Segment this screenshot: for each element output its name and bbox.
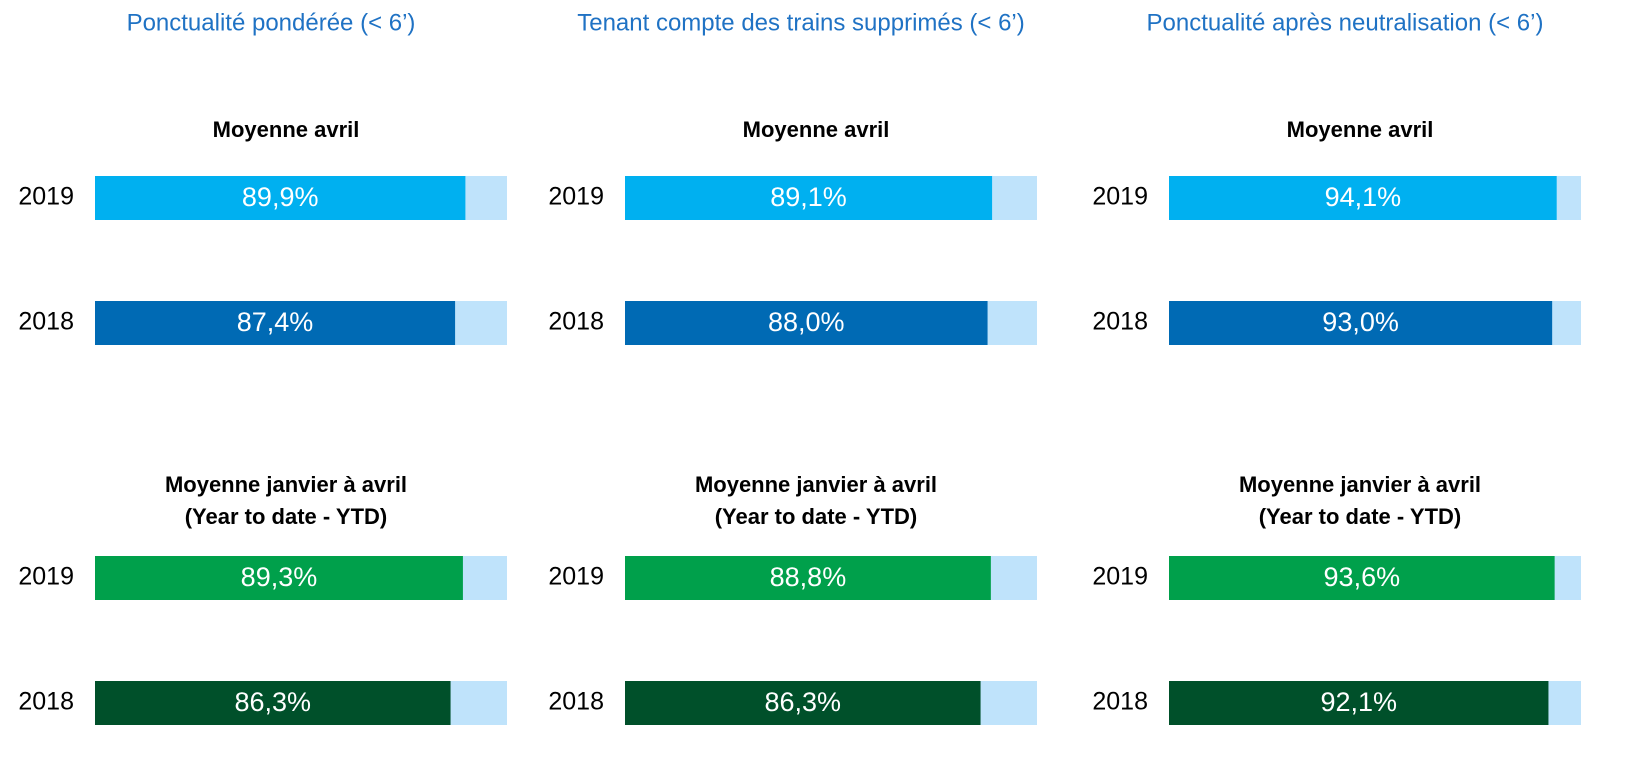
panel-title: Moyenne janvier à avril: [165, 472, 407, 497]
bar: [95, 176, 466, 220]
category-label: 2018: [18, 308, 74, 336]
bar: [625, 681, 981, 725]
value-label: 88,0%: [768, 307, 845, 337]
panel-title: Moyenne avril: [743, 117, 890, 142]
category-label: 2019: [18, 183, 74, 211]
category-label: 2019: [548, 563, 604, 591]
panel-title: Moyenne avril: [213, 117, 360, 142]
category-label: 2018: [548, 688, 604, 716]
bar: [1169, 681, 1549, 725]
category-label: 2019: [1092, 563, 1148, 591]
value-label: 93,6%: [1324, 562, 1401, 592]
panel-title: (Year to date - YTD): [185, 504, 388, 529]
value-label: 93,0%: [1322, 307, 1399, 337]
column-header: Tenant compte des trains supprimés (< 6’…: [577, 9, 1025, 36]
value-label: 87,4%: [237, 307, 314, 337]
category-label: 2018: [1092, 688, 1148, 716]
category-label: 2018: [1092, 308, 1148, 336]
value-label: 88,8%: [770, 562, 847, 592]
column-header: Ponctualité pondérée (< 6’): [127, 9, 416, 36]
panel-title: Moyenne avril: [1287, 117, 1434, 142]
value-label: 86,3%: [764, 687, 841, 717]
bar: [1169, 301, 1553, 345]
value-label: 94,1%: [1325, 182, 1402, 212]
panel-title: Moyenne janvier à avril: [695, 472, 937, 497]
category-label: 2019: [18, 563, 74, 591]
panel-title: (Year to date - YTD): [715, 504, 918, 529]
bar: [1169, 176, 1557, 220]
value-label: 92,1%: [1320, 687, 1397, 717]
bar: [95, 681, 451, 725]
bar: [625, 556, 991, 600]
value-label: 89,9%: [242, 182, 319, 212]
category-label: 2018: [548, 308, 604, 336]
category-label: 2018: [18, 688, 74, 716]
panel-title: Moyenne janvier à avril: [1239, 472, 1481, 497]
panel-title: (Year to date - YTD): [1259, 504, 1462, 529]
category-label: 2019: [1092, 183, 1148, 211]
bar: [95, 556, 463, 600]
value-label: 89,1%: [770, 182, 847, 212]
category-label: 2019: [548, 183, 604, 211]
bar: [95, 301, 456, 345]
value-label: 89,3%: [241, 562, 318, 592]
value-label: 86,3%: [234, 687, 311, 717]
bar: [625, 301, 988, 345]
column-header: Ponctualité après neutralisation (< 6’): [1147, 9, 1544, 36]
bar: [625, 176, 993, 220]
bar: [1169, 556, 1555, 600]
